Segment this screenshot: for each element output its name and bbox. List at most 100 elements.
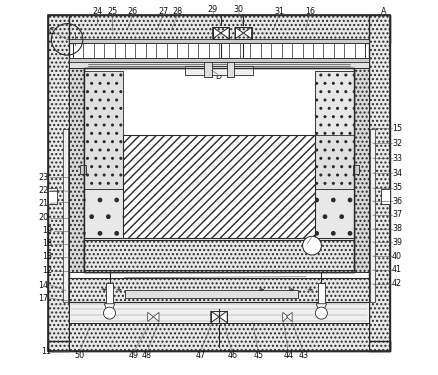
- Bar: [212, 27, 229, 39]
- Bar: [69, 58, 369, 68]
- Text: 25: 25: [107, 8, 117, 16]
- Text: 23: 23: [39, 172, 49, 182]
- Bar: [80, 165, 85, 174]
- Bar: [73, 43, 365, 58]
- Bar: [48, 189, 57, 204]
- Circle shape: [315, 307, 327, 319]
- Text: 12: 12: [42, 266, 52, 275]
- Polygon shape: [283, 312, 288, 321]
- Bar: [48, 15, 69, 351]
- Bar: [69, 278, 369, 302]
- Text: A: A: [381, 8, 386, 16]
- Bar: [204, 62, 212, 77]
- Text: B: B: [305, 241, 310, 250]
- Bar: [125, 290, 298, 298]
- Bar: [84, 68, 354, 272]
- Bar: [314, 71, 354, 189]
- Bar: [370, 129, 374, 302]
- Polygon shape: [153, 312, 159, 321]
- Text: 29: 29: [208, 5, 218, 14]
- Bar: [69, 39, 369, 43]
- Text: 28: 28: [173, 8, 183, 16]
- Bar: [353, 165, 358, 174]
- Bar: [226, 62, 234, 77]
- Circle shape: [303, 236, 321, 255]
- Text: 13: 13: [42, 252, 52, 261]
- Bar: [84, 240, 354, 272]
- Bar: [69, 302, 369, 322]
- Text: 18: 18: [42, 239, 52, 248]
- Bar: [106, 283, 113, 304]
- Bar: [235, 27, 251, 39]
- Text: 39: 39: [392, 238, 402, 247]
- Bar: [84, 240, 354, 272]
- Text: 48: 48: [142, 351, 152, 360]
- Bar: [69, 68, 84, 272]
- Text: 43: 43: [298, 351, 308, 360]
- Polygon shape: [244, 27, 251, 39]
- Bar: [48, 15, 390, 43]
- Polygon shape: [219, 311, 227, 322]
- Bar: [84, 238, 354, 270]
- Circle shape: [103, 307, 116, 319]
- Text: 31: 31: [274, 8, 284, 16]
- Text: 47: 47: [195, 351, 205, 360]
- Text: 42: 42: [392, 279, 402, 288]
- Bar: [185, 66, 253, 75]
- Polygon shape: [211, 311, 219, 322]
- Text: 16: 16: [305, 8, 315, 16]
- Bar: [48, 341, 390, 351]
- Bar: [314, 71, 354, 135]
- Bar: [48, 188, 57, 191]
- Text: 49: 49: [128, 351, 138, 360]
- Text: 14: 14: [39, 280, 49, 290]
- Text: 34: 34: [392, 169, 402, 178]
- Bar: [369, 15, 390, 351]
- Text: 27: 27: [159, 8, 169, 16]
- Bar: [69, 322, 369, 351]
- Polygon shape: [316, 304, 327, 309]
- Text: 19: 19: [42, 226, 52, 235]
- Text: 37: 37: [392, 210, 402, 219]
- Bar: [69, 278, 369, 302]
- Text: 38: 38: [392, 224, 402, 233]
- Polygon shape: [104, 304, 115, 309]
- Text: 50: 50: [74, 351, 85, 360]
- Bar: [69, 58, 369, 62]
- Text: C: C: [48, 27, 54, 36]
- Text: 46: 46: [227, 351, 237, 360]
- Bar: [84, 68, 354, 272]
- Text: 41: 41: [392, 266, 402, 274]
- Bar: [124, 135, 314, 238]
- Polygon shape: [235, 27, 244, 39]
- Bar: [84, 71, 124, 189]
- Text: 11: 11: [41, 347, 51, 356]
- Text: 33: 33: [392, 154, 402, 163]
- Bar: [314, 189, 354, 238]
- Bar: [381, 189, 390, 204]
- Text: 24: 24: [92, 8, 102, 16]
- Text: 30: 30: [233, 5, 244, 14]
- Text: 32: 32: [392, 139, 402, 148]
- Bar: [84, 189, 124, 238]
- Bar: [354, 68, 369, 272]
- Polygon shape: [286, 312, 292, 321]
- Bar: [48, 15, 390, 351]
- Text: 44: 44: [283, 351, 293, 360]
- Bar: [48, 341, 390, 351]
- Polygon shape: [221, 27, 229, 39]
- Polygon shape: [212, 27, 221, 39]
- Text: 15: 15: [392, 124, 402, 133]
- Text: 35: 35: [392, 183, 402, 192]
- Text: 45: 45: [253, 351, 263, 360]
- Bar: [64, 129, 68, 302]
- Bar: [318, 283, 325, 304]
- Text: 26: 26: [128, 8, 138, 16]
- Text: 17: 17: [39, 294, 49, 303]
- Bar: [69, 322, 369, 351]
- Text: D: D: [215, 72, 221, 81]
- Text: 22: 22: [39, 186, 49, 195]
- Text: 20: 20: [39, 213, 49, 222]
- Polygon shape: [148, 312, 153, 321]
- Bar: [211, 311, 227, 322]
